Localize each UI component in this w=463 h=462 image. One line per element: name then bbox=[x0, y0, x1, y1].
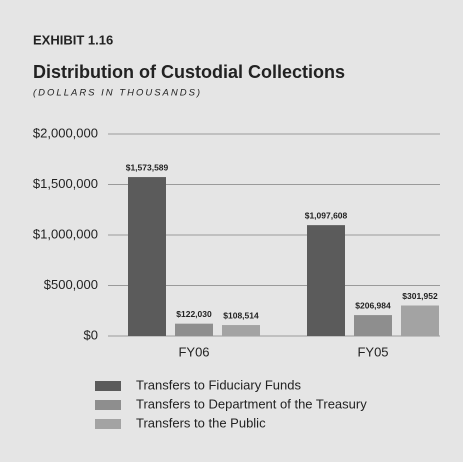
exhibit-label: EXHIBIT 1.16 bbox=[33, 32, 113, 47]
chart-title: Distribution of Custodial Collections bbox=[33, 62, 345, 82]
value-label: $1,097,608 bbox=[305, 210, 348, 220]
legend-swatch bbox=[95, 400, 121, 410]
x-tick-label: FY05 bbox=[357, 344, 388, 359]
y-tick-label: $1,000,000 bbox=[33, 226, 98, 241]
bar bbox=[307, 225, 345, 336]
bar bbox=[222, 325, 260, 336]
legend-label: Transfers to Department of the Treasury bbox=[136, 396, 367, 411]
bar bbox=[128, 177, 166, 336]
value-label: $108,514 bbox=[223, 310, 259, 320]
bar bbox=[354, 315, 392, 336]
bar bbox=[175, 323, 213, 336]
x-tick-label: FY06 bbox=[178, 344, 209, 359]
y-tick-label: $1,500,000 bbox=[33, 176, 98, 191]
legend-swatch bbox=[95, 419, 121, 429]
legend-label: Transfers to Fiduciary Funds bbox=[136, 377, 301, 392]
bar bbox=[401, 305, 439, 336]
chart-subtitle: (DOLLARS IN THOUSANDS) bbox=[33, 88, 202, 99]
legend-label: Transfers to the Public bbox=[136, 415, 266, 430]
value-label: $206,984 bbox=[355, 300, 391, 310]
value-label: $301,952 bbox=[402, 291, 438, 301]
y-tick-label: $2,000,000 bbox=[33, 125, 98, 140]
legend-swatch bbox=[95, 381, 121, 391]
y-tick-label: $500,000 bbox=[44, 277, 98, 292]
y-tick-label: $0 bbox=[84, 327, 98, 342]
value-label: $1,573,589 bbox=[126, 162, 169, 172]
value-label: $122,030 bbox=[176, 309, 212, 319]
